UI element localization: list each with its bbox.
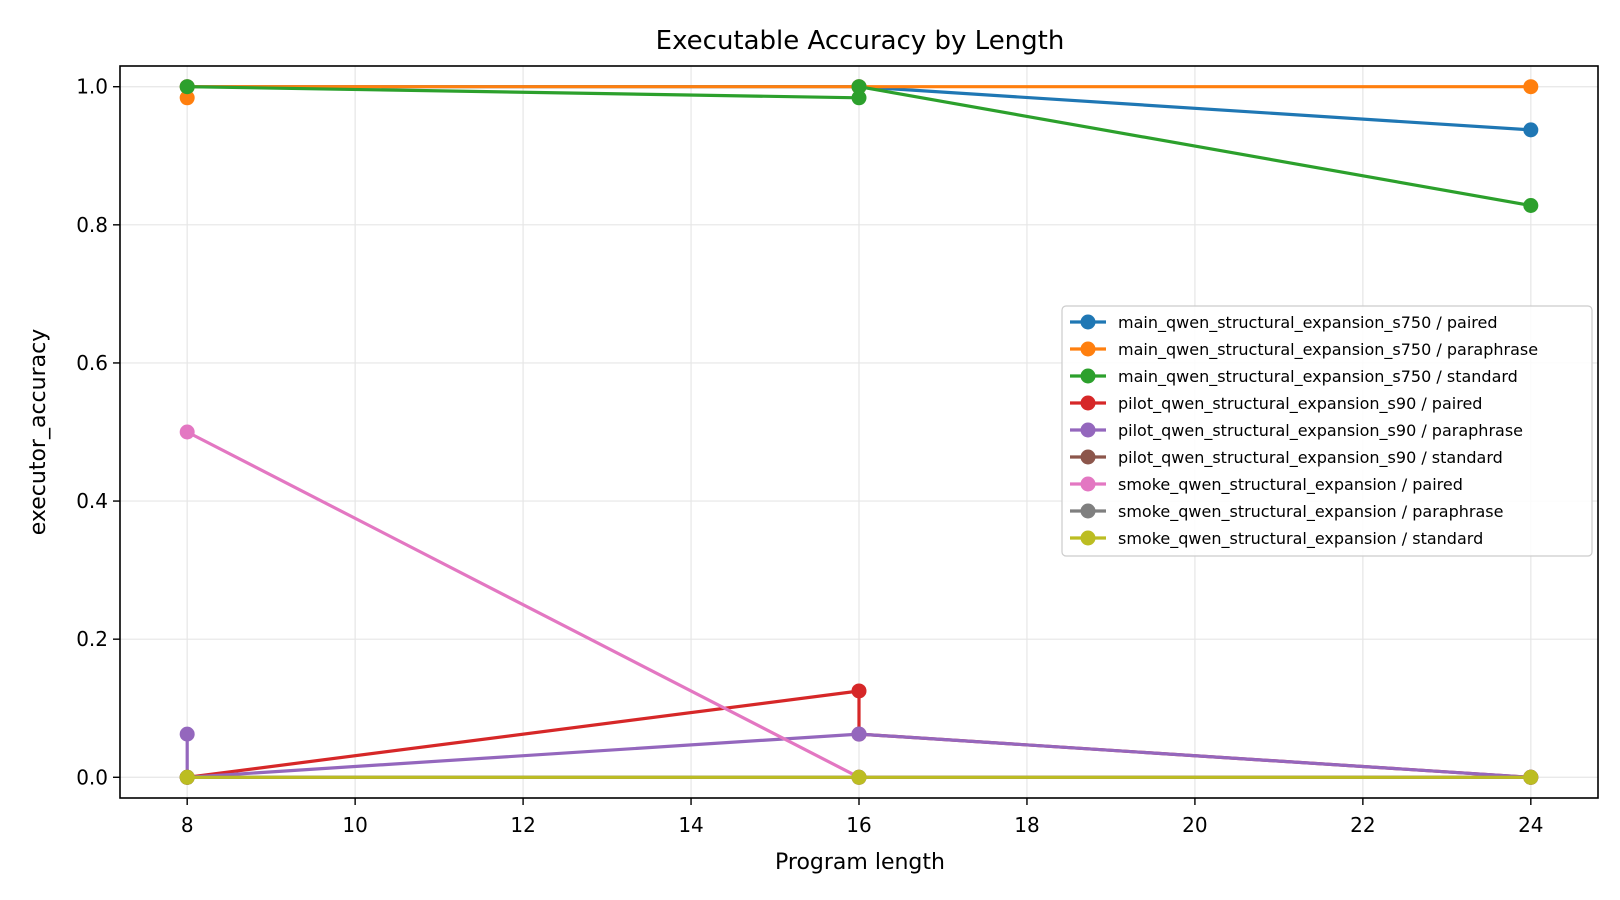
data-point (1523, 769, 1539, 785)
legend-item: main_qwen_structural_expansion_s750 / pa… (1070, 313, 1497, 333)
y-axis-label: executor_accuracy (26, 329, 51, 535)
legend-marker (1080, 341, 1096, 357)
y-tick-label: 0.4 (76, 489, 108, 513)
data-point (179, 726, 195, 742)
x-tick-label: 22 (1350, 813, 1375, 837)
legend-item: pilot_qwen_structural_expansion_s90 / pa… (1070, 394, 1482, 414)
data-point (179, 769, 195, 785)
data-point (851, 726, 867, 742)
legend-item: smoke_qwen_structural_expansion / paraph… (1070, 502, 1503, 522)
chart-title: Executable Accuracy by Length (656, 26, 1065, 56)
legend-item: main_qwen_structural_expansion_s750 / st… (1070, 367, 1518, 387)
legend: main_qwen_structural_expansion_s750 / pa… (1061, 305, 1593, 557)
legend-label: main_qwen_structural_expansion_s750 / pa… (1118, 340, 1538, 360)
legend-label: smoke_qwen_structural_expansion / paired (1118, 475, 1463, 495)
legend-marker (1080, 476, 1096, 492)
data-point (851, 769, 867, 785)
legend-label: pilot_qwen_structural_expansion_s90 / pa… (1118, 394, 1482, 414)
legend-marker (1080, 314, 1096, 330)
series-line (185, 732, 1531, 779)
x-tick-label: 18 (1014, 813, 1039, 837)
legend-item: pilot_qwen_structural_expansion_s90 / st… (1070, 448, 1503, 468)
legend-item: smoke_qwen_structural_expansion / standa… (1070, 529, 1483, 549)
legend-marker (1080, 368, 1096, 384)
legend-item: main_qwen_structural_expansion_s750 / pa… (1070, 340, 1538, 360)
legend-label: main_qwen_structural_expansion_s750 / st… (1118, 367, 1518, 387)
y-tick-label: 0.8 (76, 213, 108, 237)
legend-item: smoke_qwen_structural_expansion / paired (1070, 475, 1463, 495)
legend-item: pilot_qwen_structural_expansion_s90 / pa… (1070, 421, 1523, 441)
legend-marker (1080, 503, 1096, 519)
legend-marker (1080, 530, 1096, 546)
legend-box (1061, 305, 1593, 557)
x-tick-label: 24 (1518, 813, 1543, 837)
data-point (1523, 79, 1539, 95)
y-axis-ticks: 0.0 0.2 0.4 0.6 0.8 1.0 (76, 75, 120, 789)
data-point (851, 79, 867, 95)
y-tick-label: 0.0 (76, 765, 108, 789)
data-point (179, 424, 195, 440)
series-9 (179, 769, 1539, 785)
series-group (179, 79, 1539, 785)
legend-label: main_qwen_structural_expansion_s750 / pa… (1118, 313, 1497, 333)
x-tick-label: 20 (1182, 813, 1207, 837)
data-point (179, 79, 195, 95)
legend-marker (1080, 449, 1096, 465)
data-point (179, 90, 195, 106)
x-tick-label: 12 (510, 813, 535, 837)
y-tick-label: 0.2 (76, 627, 108, 651)
series-3 (179, 79, 1539, 213)
x-tick-label: 10 (342, 813, 367, 837)
x-tick-label: 8 (181, 813, 194, 837)
x-axis-ticks: 8 10 12 14 16 18 20 22 24 (181, 798, 1544, 837)
data-point (1523, 122, 1539, 138)
y-tick-label: 1.0 (76, 75, 108, 99)
data-point (1523, 197, 1539, 213)
data-point (851, 683, 867, 699)
y-tick-label: 0.6 (76, 351, 108, 375)
x-tick-label: 16 (846, 813, 871, 837)
legend-marker (1080, 395, 1096, 411)
legend-label: smoke_qwen_structural_expansion / standa… (1118, 529, 1483, 549)
legend-label: smoke_qwen_structural_expansion / paraph… (1118, 502, 1503, 522)
legend-label: pilot_qwen_structural_expansion_s90 / pa… (1118, 421, 1523, 441)
x-axis-label: Program length (775, 850, 945, 875)
x-tick-label: 14 (678, 813, 703, 837)
legend-label: pilot_qwen_structural_expansion_s90 / st… (1118, 448, 1503, 468)
legend-marker (1080, 422, 1096, 438)
data-point (851, 90, 867, 106)
